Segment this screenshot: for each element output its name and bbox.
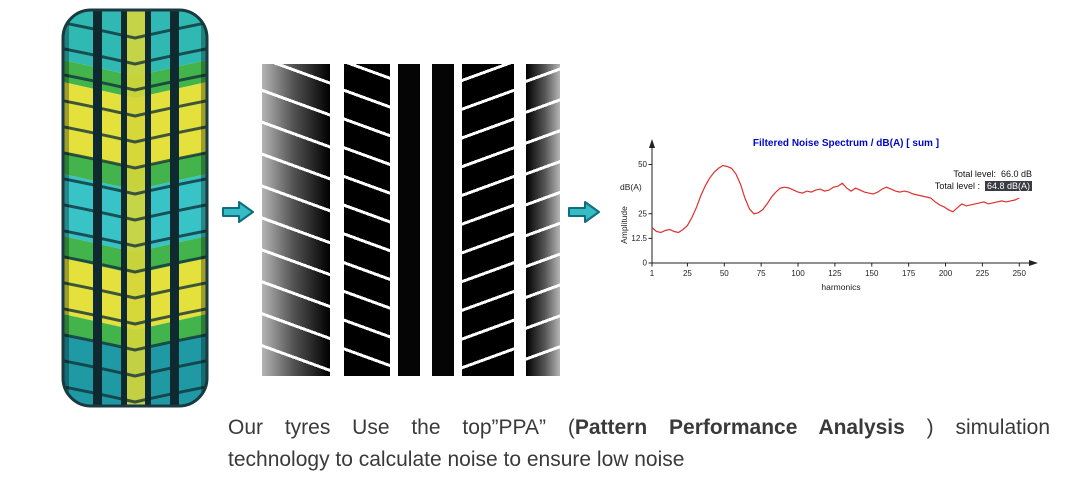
svg-text:200: 200 xyxy=(939,269,953,278)
svg-text:25: 25 xyxy=(683,269,692,278)
tread-band xyxy=(262,64,330,376)
annotation-label: Total level : xyxy=(934,181,980,191)
annotation-label: Total level: xyxy=(953,169,996,179)
caption-post: ) simulation xyxy=(904,416,1051,439)
tread-band xyxy=(462,64,514,376)
y-axis-arrow-icon xyxy=(649,139,655,148)
tire-tread-3d-image xyxy=(61,8,209,408)
y-axis-label: Amplitude xyxy=(619,206,629,244)
svg-text:50: 50 xyxy=(720,269,729,278)
tread-band xyxy=(344,64,390,376)
annotation-value: 66.0 dB xyxy=(1000,169,1032,179)
svg-text:1: 1 xyxy=(650,269,655,278)
svg-text:0: 0 xyxy=(643,259,648,268)
svg-text:12.5: 12.5 xyxy=(631,234,647,243)
chart-title: Filtered Noise Spectrum / dB(A) [ sum ] xyxy=(753,138,939,149)
svg-text:250: 250 xyxy=(1013,269,1027,278)
total-level-annotations: Total level: 66.0 dB Total level : 64.8 … xyxy=(935,168,1032,192)
caption-text: Our tyres Use the top”PPA” (Pattern Perf… xyxy=(228,412,1050,475)
flow-arrow-icon xyxy=(568,201,600,223)
svg-text:225: 225 xyxy=(976,269,990,278)
svg-text:125: 125 xyxy=(828,269,842,278)
noise-spectrum-chart: Filtered Noise Spectrum / dB(A) [ sum ] … xyxy=(618,130,1050,302)
svg-text:175: 175 xyxy=(902,269,916,278)
total-level-dba: Total level : 64.8 dB(A) xyxy=(935,180,1032,192)
noise-spectrum-line xyxy=(651,164,1020,234)
x-axis-arrow-icon xyxy=(1029,260,1038,266)
svg-text:150: 150 xyxy=(865,269,879,278)
caption-line-1: Our tyres Use the top”PPA” (Pattern Perf… xyxy=(228,412,1050,444)
caption-pre: Our tyres Use the top”PPA” ( xyxy=(228,416,575,439)
annotation-value-highlighted: 64.8 dB(A) xyxy=(984,181,1032,191)
tread-band xyxy=(398,64,420,376)
svg-text:100: 100 xyxy=(791,269,805,278)
tread-band xyxy=(526,64,560,376)
caption-line-2: technology to calculate noise to ensure … xyxy=(228,447,685,471)
svg-text:75: 75 xyxy=(757,269,766,278)
tread-band xyxy=(432,64,454,376)
total-level-db: Total level: 66.0 dB xyxy=(935,168,1032,180)
y-unit-label: dB(A) xyxy=(620,182,642,192)
svg-text:25: 25 xyxy=(638,209,647,218)
flow-arrow-icon xyxy=(222,201,254,223)
tread-pattern-bw-image xyxy=(262,64,560,376)
caption-bold: Pattern Performance Analysis xyxy=(574,416,905,439)
x-axis-label: harmonics xyxy=(821,282,860,292)
svg-text:50: 50 xyxy=(638,160,647,169)
